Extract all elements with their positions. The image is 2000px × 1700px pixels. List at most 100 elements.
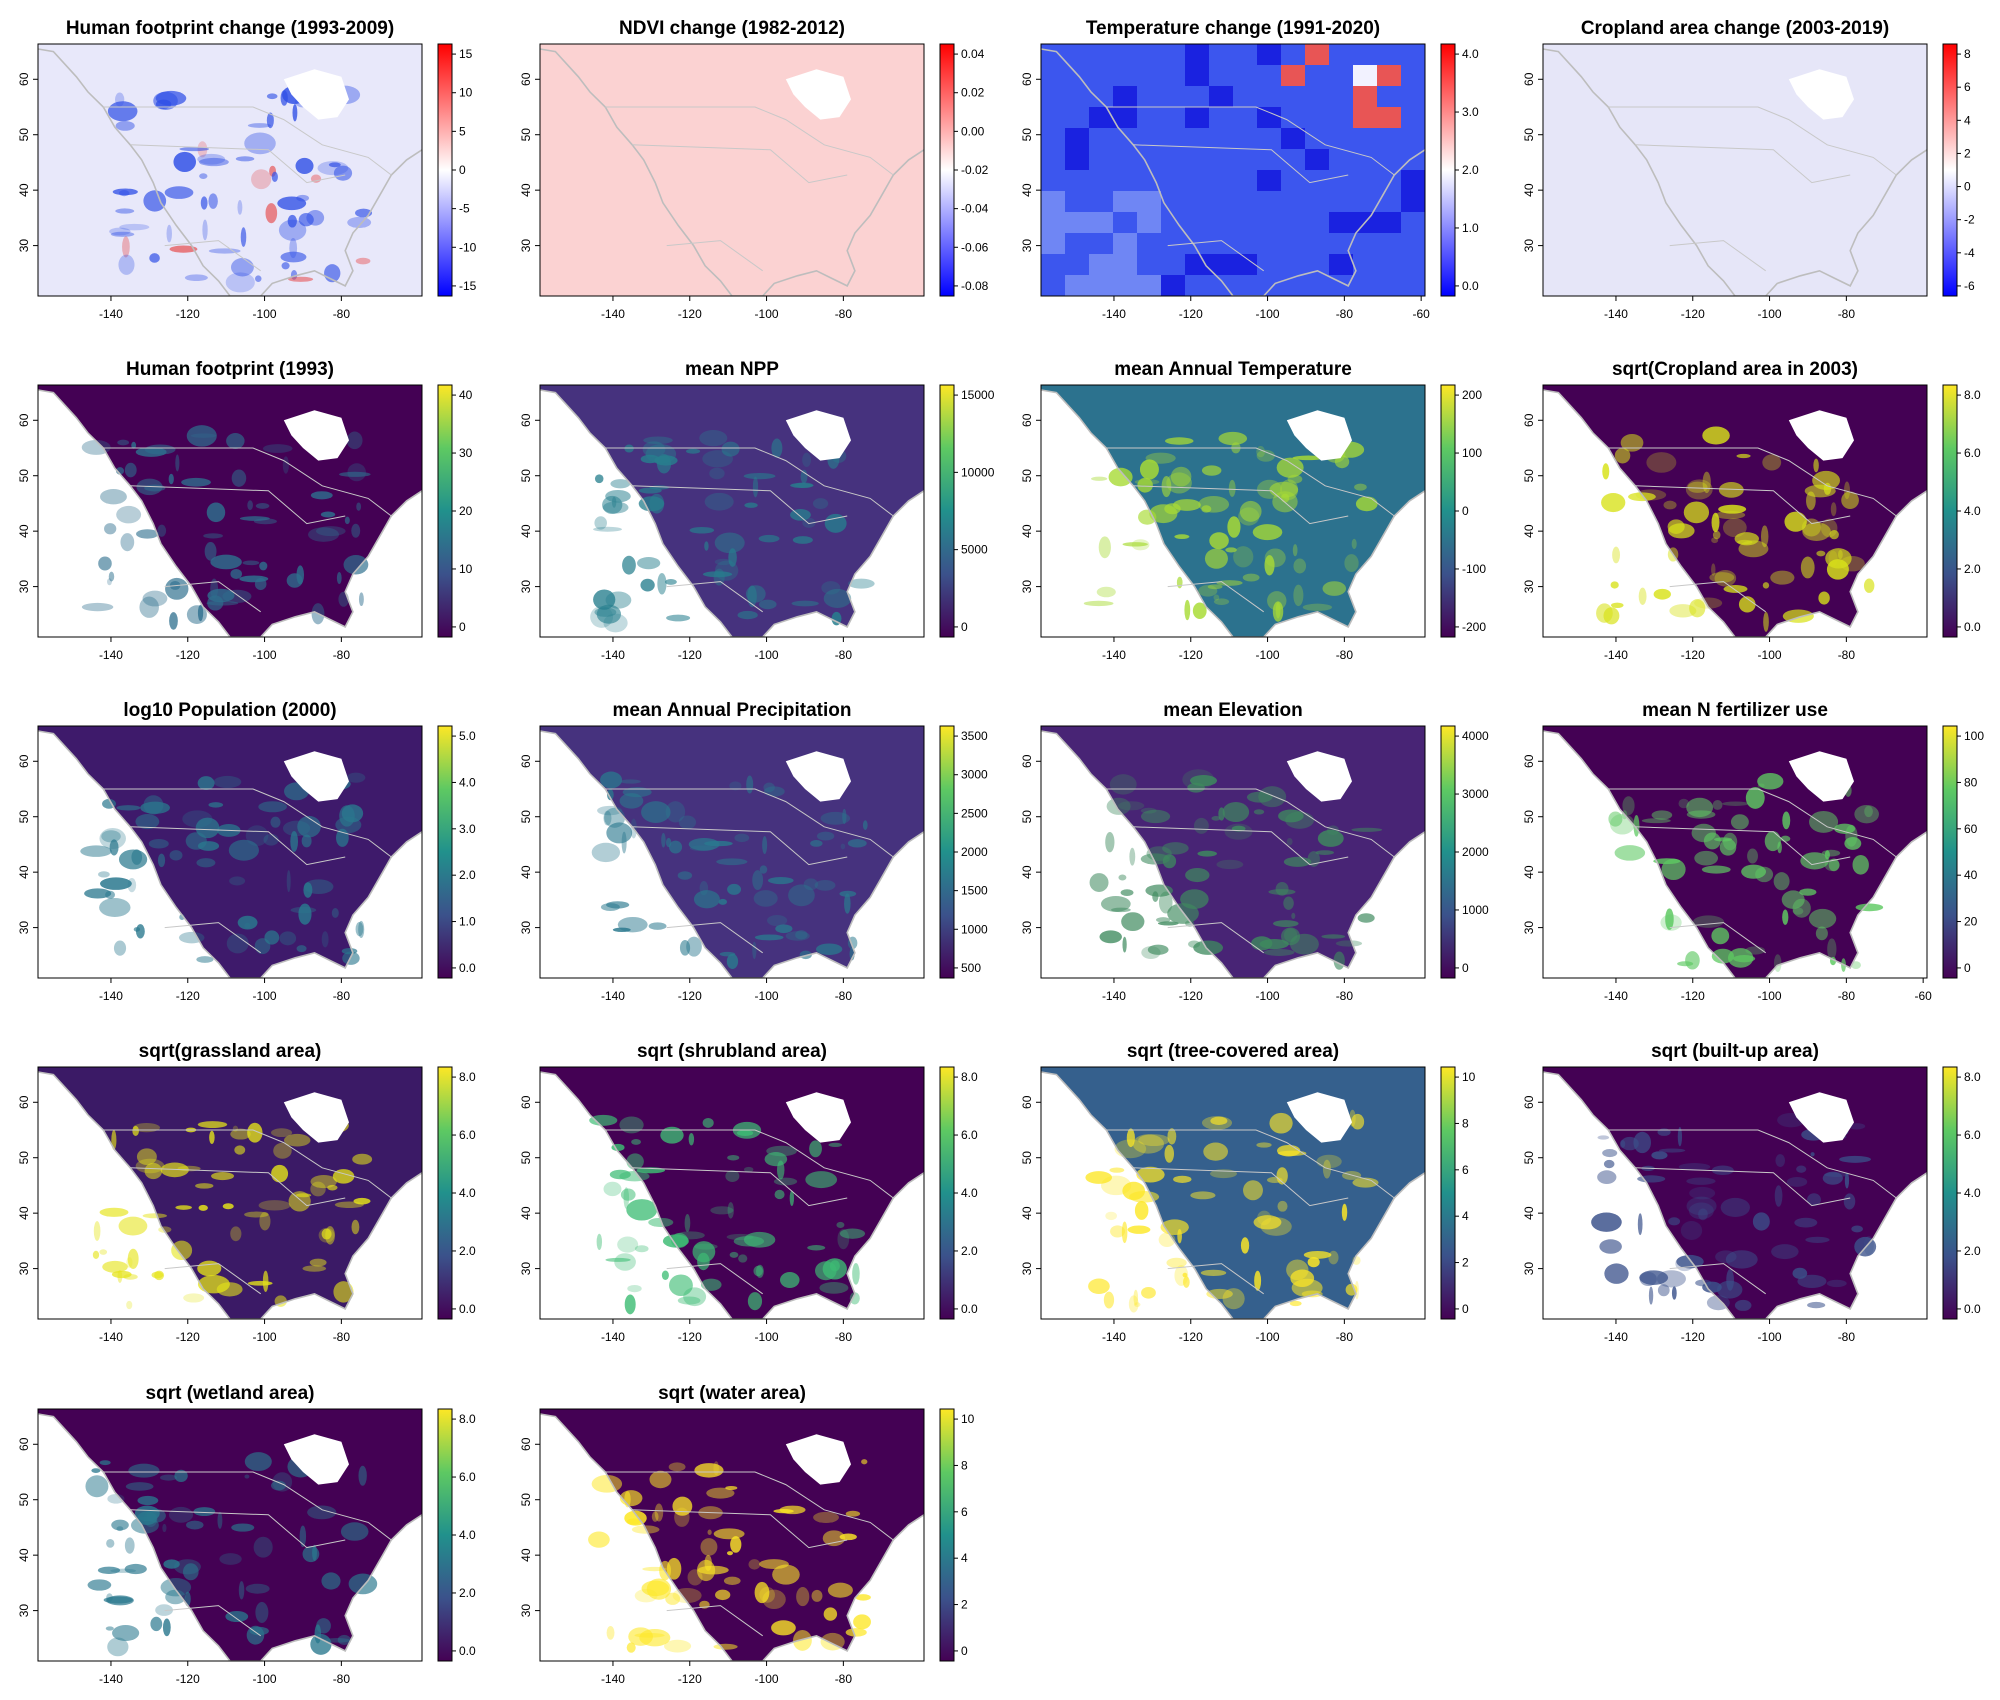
x-tick-label: -120 (678, 1330, 702, 1344)
colorbar-tick-label: 500 (961, 961, 981, 975)
x-tick-label: -80 (835, 989, 853, 1003)
map-frame (1040, 725, 1426, 979)
border-line (1635, 485, 1851, 525)
border-line (1167, 922, 1264, 954)
y-tick-label: 60 (1522, 413, 1536, 427)
colorbar-tick-label: 0.0 (1964, 620, 1981, 634)
colorbar (1440, 43, 1456, 297)
panel-mean-temp: mean Annual Temperature -140 -120 -100 -80 60… (1020, 359, 1486, 662)
x-tick-label: -100 (1758, 307, 1782, 321)
border-line (632, 1509, 848, 1549)
colorbar-tick-label: 0 (1462, 504, 1469, 518)
colorbar-tick-label: 0.04 (961, 47, 985, 61)
colorbar-tick-label: -0.08 (961, 279, 989, 293)
border-line (1133, 826, 1349, 866)
hudson-bay (785, 410, 851, 461)
y-tick-label: 50 (519, 469, 533, 483)
panel-builtup: sqrt (built-up area) -140 -120 -100 -80 60 50 4… (1522, 1041, 1981, 1344)
x-tick-label: -140 (1604, 1330, 1628, 1344)
y-tick-label: 50 (1522, 1151, 1536, 1165)
colorbar (1942, 384, 1958, 638)
colorbar-tick-label: 6.0 (961, 1128, 978, 1142)
y-tick-label: 60 (519, 72, 533, 86)
panel-shrubland: sqrt (shrubland area) -140 -120 -100 -80 60 50… (519, 1041, 978, 1344)
x-tick-label: -120 (1681, 307, 1705, 321)
y-tick-label: 60 (1020, 413, 1034, 427)
panel-mean-precip: mean Annual Precipitation -140 -120 -100 -80… (519, 700, 988, 1003)
coastline (38, 1071, 422, 1319)
y-tick-label: 50 (17, 128, 31, 142)
y-tick-label: 40 (1020, 1206, 1034, 1220)
colorbar-tick-label: 2 (1964, 146, 1971, 160)
x-tick-label: -120 (1681, 648, 1705, 662)
coastline (1543, 389, 1927, 637)
x-tick-label: -120 (678, 307, 702, 321)
y-tick-label: 60 (17, 72, 31, 86)
border-line (666, 922, 763, 954)
border-line (1167, 1263, 1264, 1295)
x-tick-label: -120 (1681, 1330, 1705, 1344)
colorbar-tick-label: 4.0 (961, 1186, 978, 1200)
x-tick-label: -80 (333, 989, 351, 1003)
border-line (1106, 106, 1395, 176)
panel-pop-2000: log10 Population (2000) -140 -120 -100 -80 60… (17, 700, 476, 1003)
colorbar-tick-label: 40 (459, 388, 473, 402)
coastline (1041, 48, 1425, 296)
colorbar-tick-label: 0 (1964, 961, 1971, 975)
border-line (605, 1471, 894, 1541)
map-raster (38, 1067, 422, 1319)
y-tick-label: 60 (1020, 754, 1034, 768)
colorbar-tick-label: 2 (1462, 1256, 1469, 1270)
y-tick-label: 30 (519, 239, 533, 253)
y-tick-label: 40 (1020, 183, 1034, 197)
y-tick-label: 30 (1020, 1262, 1034, 1276)
map-raster (540, 726, 924, 978)
coastline (1041, 389, 1425, 637)
x-tick-label: -80 (835, 648, 853, 662)
panel-mean-elev: mean Elevation -140 -120 -100 -80 60 50 40 30 400… (1020, 700, 1489, 1003)
colorbar-tick-label: 10 (1462, 1070, 1476, 1084)
border-line (605, 788, 894, 858)
y-tick-label: 30 (519, 580, 533, 594)
x-tick-label: -140 (99, 307, 123, 321)
border-line (1669, 581, 1766, 613)
hudson-bay (283, 1434, 349, 1485)
y-tick-label: 30 (17, 921, 31, 935)
panel-crop-2003: sqrt(Cropland area in 2003) -140 -120 -100 -… (1522, 359, 1981, 662)
colorbar-tick-label: 10000 (961, 465, 995, 479)
hudson-bay (785, 69, 851, 120)
x-tick-label: -100 (1758, 989, 1782, 1003)
y-tick-label: 60 (17, 754, 31, 768)
map-raster (38, 44, 422, 296)
panel-temp-change: Temperature change (1991-2020) -140 -120 -1… (1020, 18, 1479, 321)
border-line (130, 1167, 346, 1207)
colorbar-tick-label: 2.0 (1462, 163, 1479, 177)
y-tick-label: 30 (17, 580, 31, 594)
y-tick-label: 30 (519, 1604, 533, 1618)
border-line (103, 447, 392, 517)
x-tick-label: -100 (253, 648, 277, 662)
y-tick-label: 60 (1020, 1095, 1034, 1109)
y-tick-label: 50 (1522, 469, 1536, 483)
colorbar-tick-label: 0 (459, 620, 466, 634)
hudson-bay (283, 751, 349, 802)
colorbar-tick-label: 2500 (961, 806, 988, 820)
colorbar-tick-label: 6.0 (459, 1128, 476, 1142)
map-frame (539, 1408, 925, 1662)
coastline (38, 389, 422, 637)
map-raster (38, 1409, 422, 1661)
panel-title: NDVI change (1982-2012) (619, 18, 845, 39)
x-tick-label: -100 (755, 307, 779, 321)
coastline (540, 48, 924, 296)
colorbar-tick-label: 4.0 (459, 775, 476, 789)
colorbar-tick-label: 3000 (1462, 787, 1489, 801)
border-line (632, 1167, 848, 1207)
colorbar-tick-label: 0 (1964, 180, 1971, 194)
colorbar-tick-label: 0 (1462, 961, 1469, 975)
border-line (605, 1129, 894, 1199)
colorbar (1440, 384, 1456, 638)
x-tick-label: -140 (99, 1330, 123, 1344)
colorbar-tick-label: 2000 (1462, 845, 1489, 859)
x-tick-label: -140 (1102, 1330, 1126, 1344)
coastline (1543, 1071, 1927, 1319)
